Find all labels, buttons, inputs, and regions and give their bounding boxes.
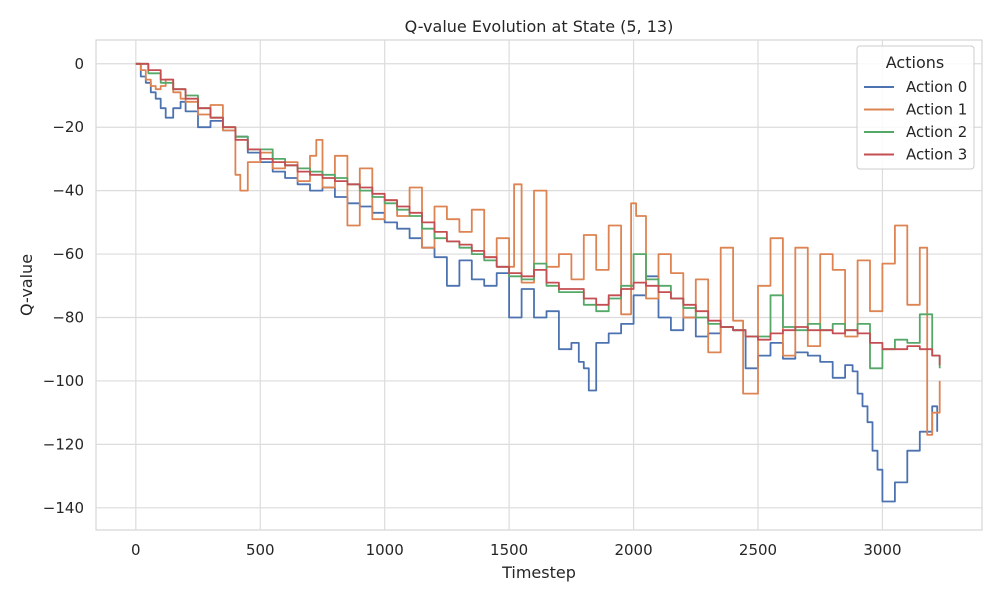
y-tick-label: −60 <box>52 245 84 263</box>
y-tick-label: −120 <box>43 435 84 453</box>
legend: Actions Action 0 Action 1 Action 2 Action 3 <box>856 45 975 170</box>
plot-background <box>95 39 983 531</box>
legend-title: Actions <box>886 53 944 72</box>
y-axis-label: Q-value <box>17 254 36 316</box>
series-line-action-3 <box>135 62 941 366</box>
y-tick-label: −140 <box>43 499 84 517</box>
legend-label: Action 0 <box>906 78 967 96</box>
x-tick-label: 0 <box>131 541 141 559</box>
legend-label: Action 2 <box>906 123 967 141</box>
x-tick-label: 1500 <box>490 541 528 559</box>
y-tick-label: −100 <box>43 372 84 390</box>
x-tick-label: 1000 <box>366 541 404 559</box>
y-tick-labels: 0 −20 −40 −60 −80 −100 −120 −140 <box>43 55 84 517</box>
y-tick-label: −20 <box>52 118 84 136</box>
x-tick-labels: 0 500 1000 1500 2000 2500 3000 <box>131 541 901 559</box>
series-line-action-2 <box>135 62 941 370</box>
legend-box <box>856 45 975 170</box>
y-tick-label: 0 <box>74 55 84 73</box>
legend-label: Action 3 <box>906 146 967 164</box>
x-tick-label: 3000 <box>863 541 901 559</box>
x-tick-label: 2000 <box>614 541 652 559</box>
y-tick-label: −40 <box>52 182 84 200</box>
legend-label: Action 1 <box>906 101 967 119</box>
chart-title: Q-value Evolution at State (5, 13) <box>405 17 674 36</box>
series-lines <box>135 62 941 503</box>
x-tick-label: 500 <box>246 541 275 559</box>
y-tick-label: −80 <box>52 309 84 327</box>
x-axis-label: Timestep <box>501 563 576 582</box>
x-tick-label: 2500 <box>739 541 777 559</box>
